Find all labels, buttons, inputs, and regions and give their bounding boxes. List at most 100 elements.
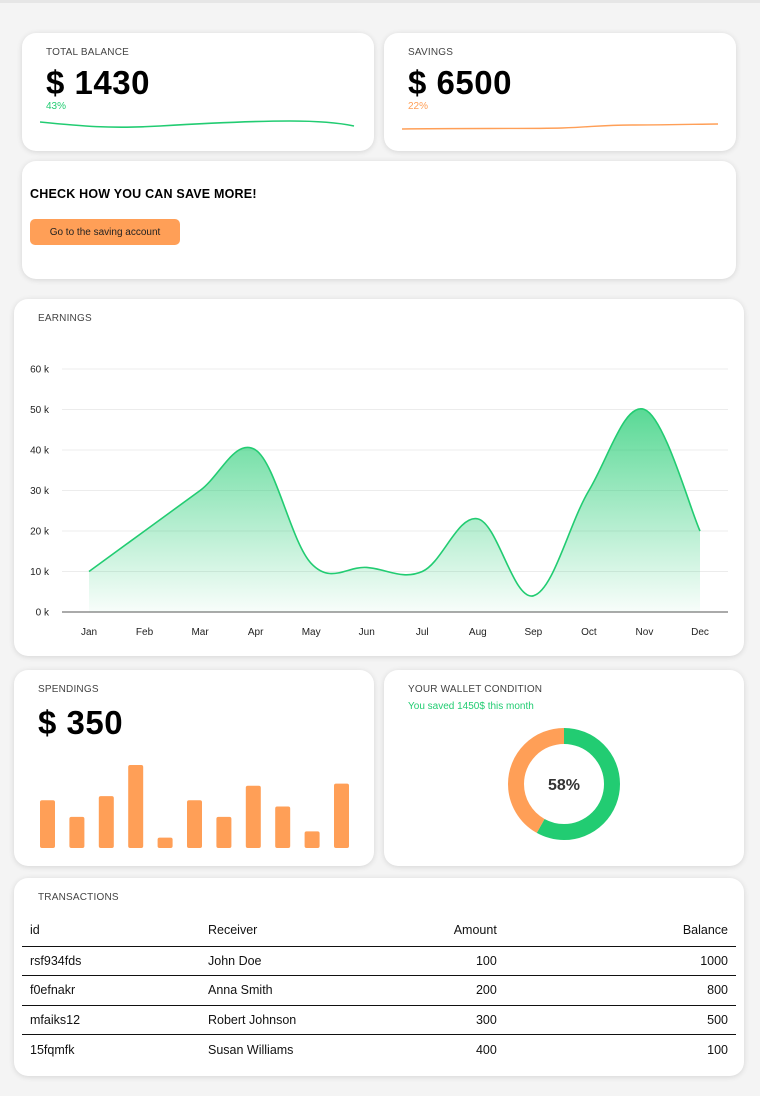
wallet-condition-card: 58% YOUR WALLET CONDITION You saved 1450… (384, 670, 744, 866)
x-tick-label: Sep (524, 627, 542, 638)
cell-receiver: John Doe (200, 946, 380, 976)
save-more-card: CHECK HOW YOU CAN SAVE MORE! Go to the s… (22, 161, 736, 279)
cell-id: rsf934fds (22, 946, 200, 976)
wallet-percent-label: 58% (548, 777, 580, 794)
table-header-row: id Receiver Amount Balance (22, 914, 736, 947)
save-more-title: CHECK HOW YOU CAN SAVE MORE! (30, 187, 257, 201)
cell-id: 15fqmfk (30, 1042, 75, 1057)
earnings-point (308, 560, 314, 566)
cell-balance: 1000 (674, 946, 736, 976)
spending-bar (69, 816, 85, 848)
transactions-label: TRANSACTIONS (38, 892, 119, 903)
transactions-card: TRANSACTIONS id Receiver Amount Balance … (14, 878, 744, 1076)
cell-id: f0efnakr (22, 975, 200, 1006)
earnings-point (197, 488, 203, 494)
total-balance-value: $ 1430 (46, 64, 150, 101)
cell-id: mfaiks12 (22, 1005, 200, 1035)
spendings-label: SPENDINGS (38, 684, 99, 695)
y-tick-label: 40 k (30, 446, 50, 457)
cell-receiver: Anna Smith (200, 975, 380, 1006)
total-balance-card: TOTAL BALANCE $ 1430 43% (22, 33, 374, 151)
cell-amount: 400 (475, 1042, 497, 1057)
column-header-receiver[interactable]: Receiver (200, 914, 380, 947)
x-tick-label: Jun (359, 627, 375, 638)
total-balance-sparkline-line (40, 120, 355, 129)
earnings-area (89, 408, 700, 612)
earnings-point (253, 447, 259, 453)
cell-receiver: Susan Williams (208, 1042, 294, 1057)
table-row[interactable]: f0efnakr Anna Smith 200 800 (22, 975, 736, 1006)
go-to-saving-account-button[interactable]: Go to the saving account (30, 219, 180, 245)
y-tick-label: 30 k (30, 486, 50, 497)
top-border (0, 0, 760, 3)
wallet-donut-slice (508, 728, 620, 840)
cell-receiver: Robert Johnson (200, 1005, 380, 1035)
transactions-table: id Receiver Amount Balance rsf934fds Joh… (22, 914, 736, 1064)
cell-amount: 300 (380, 1005, 675, 1035)
y-tick-label: 10 k (30, 567, 50, 578)
x-tick-label: Oct (581, 627, 597, 638)
savings-value: $ 6500 (408, 64, 512, 101)
spendings-card: SPENDINGS $ 350 (14, 670, 374, 866)
earnings-point (364, 564, 370, 570)
earnings-label: EARNINGS (38, 313, 92, 324)
cell-balance: 500 (674, 1005, 736, 1035)
x-tick-label: Jul (416, 627, 429, 638)
earnings-point (142, 528, 148, 534)
earnings-point (641, 407, 647, 413)
cell-balance: 100 (707, 1042, 728, 1057)
earnings-point (697, 528, 703, 534)
earnings-point (530, 593, 536, 599)
spending-bar (187, 800, 202, 848)
x-tick-label: Dec (691, 627, 709, 638)
spending-bar (304, 831, 320, 848)
earnings-line (88, 408, 701, 597)
x-tick-label: Jan (81, 627, 97, 638)
wallet-donut-chart: 58% (508, 728, 620, 840)
x-tick-label: Feb (136, 627, 154, 638)
spending-bar (40, 800, 55, 848)
earnings-point (419, 569, 425, 575)
savings-label: SAVINGS (408, 47, 454, 58)
earnings-point (475, 516, 481, 522)
x-tick-label: Apr (248, 627, 264, 638)
x-tick-label: May (302, 627, 321, 638)
cell-amount: 200 (380, 975, 675, 1006)
spending-bar (216, 816, 232, 848)
y-tick-label: 20 k (30, 527, 50, 538)
savings-card: SAVINGS $ 6500 22% (384, 33, 736, 151)
wallet-condition-label: YOUR WALLET CONDITION (408, 684, 543, 695)
y-tick-label: 50 k (30, 405, 50, 416)
table-row[interactable]: 15fqmfk Susan Williams 400 100 (22, 1035, 736, 1065)
y-tick-label: 60 k (30, 365, 50, 376)
savings-sparkline (402, 123, 719, 130)
y-tick-label: 0 k (36, 608, 50, 619)
savings-percent: 22% (408, 101, 429, 112)
column-header-id[interactable]: id (22, 914, 200, 947)
column-header-amount[interactable]: Amount (380, 914, 675, 947)
total-balance-percent: 43% (46, 101, 67, 112)
earnings-card: 0 k 10 k 20 k 30 k 40 k 50 k 60 k Jan Feb Mar Apr M… (14, 299, 744, 656)
table-row[interactable]: mfaiks12 Robert Johnson 300 500 (22, 1005, 736, 1035)
earnings-point (86, 569, 92, 575)
spending-bar (334, 783, 349, 848)
x-tick-label: Aug (469, 627, 487, 638)
spending-bar (275, 806, 291, 848)
spending-bar (157, 837, 173, 848)
spendings-value: $ 350 (38, 704, 124, 741)
table-row[interactable]: rsf934fds John Doe 100 1000 (22, 946, 736, 976)
x-tick-label: Nov (636, 627, 654, 638)
total-balance-label: TOTAL BALANCE (46, 47, 129, 58)
x-tick-label: Mar (191, 627, 209, 638)
spending-bar (98, 796, 114, 848)
wallet-saved-text: You saved 1450$ this month (408, 701, 534, 712)
earnings-chart: 0 k 10 k 20 k 30 k 40 k 50 k 60 k Jan Feb Mar Apr M… (30, 365, 728, 638)
spending-bar (128, 765, 144, 848)
earnings-point (586, 488, 592, 494)
column-header-balance[interactable]: Balance (674, 914, 736, 947)
spendings-chart (40, 765, 349, 848)
cell-balance: 800 (674, 975, 736, 1006)
cell-amount: 100 (380, 946, 675, 976)
savings-sparkline-line (402, 123, 719, 130)
total-balance-sparkline (40, 120, 355, 129)
